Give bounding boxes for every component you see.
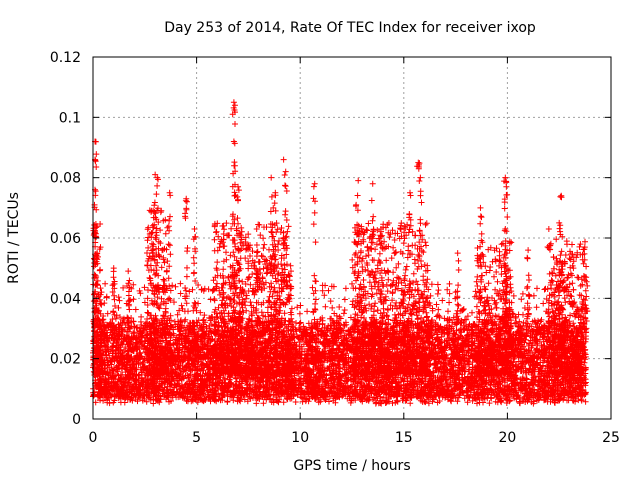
x-tick-label: 5 [192,430,201,446]
y-tick-label: 0.02 [50,352,81,368]
y-tick-label: 0.08 [50,171,81,187]
data-point [583,274,590,281]
data-point [454,250,461,257]
data-point [110,265,117,272]
data-point [311,180,318,187]
data-point [152,171,159,178]
axis-ticks [92,56,612,420]
data-point [166,189,173,196]
y-tick-label: 0 [72,412,81,428]
y-tick-labels: 0 0.02 0.04 0.06 0.08 0.1 0.12 [50,50,81,428]
x-tick-label: 15 [395,430,413,446]
data-point [94,250,101,257]
data-point [545,225,552,232]
data-point [369,180,376,187]
chart-title: Day 253 of 2014, Rate Of TEC Index for r… [164,20,536,36]
data-point [407,189,414,196]
data-point [415,159,422,166]
data-point [220,222,227,229]
data-point [191,225,198,232]
data-point [230,138,237,145]
data-point [270,204,277,211]
data-point [502,225,509,232]
y-tick-label: 0.04 [50,291,81,307]
data-point [253,225,260,232]
data-point [417,174,424,181]
data-point [355,177,362,184]
data-point [280,156,287,163]
x-tick-label: 10 [291,430,309,446]
x-tick-label: 25 [602,430,620,446]
data-point [150,207,157,214]
data-point [477,204,484,211]
data-point [268,174,275,181]
data-point [503,183,510,190]
data-point [378,225,385,232]
y-axis-label: ROTI / TECUs [6,192,22,284]
x-tick-label: 0 [89,430,98,446]
data-point [272,189,279,196]
scatter-cloud [90,104,591,407]
data-point [231,102,238,109]
data-point [154,174,161,181]
data-point [235,183,242,190]
y-tick-label: 0.06 [50,231,81,247]
data-point [125,268,132,275]
data-point [556,219,563,226]
data-point [502,174,509,181]
y-tick-label: 0.1 [59,110,81,126]
x-tick-label: 20 [498,430,516,446]
x-axis-label: GPS time / hours [293,458,410,474]
y-tick-label: 0.12 [50,50,81,66]
data-points [90,99,591,407]
data-point [353,201,360,208]
data-point [558,192,565,199]
x-tick-labels: 0 5 10 15 20 25 [89,430,620,446]
data-point [282,168,289,175]
data-point [525,247,532,254]
data-point [183,195,190,202]
data-point [237,231,244,238]
data-point [230,99,237,106]
